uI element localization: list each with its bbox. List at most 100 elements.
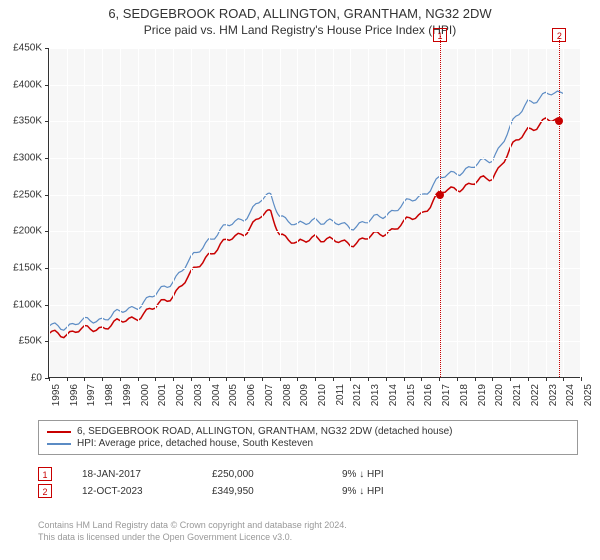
- y-tick-label: £200K: [13, 226, 42, 237]
- x-axis-labels: 1995199619971998199920002001200220032004…: [48, 380, 580, 420]
- x-tick-label: 2025: [583, 384, 594, 406]
- gridline-vertical: [546, 48, 547, 377]
- x-tick-label: 2014: [388, 384, 399, 406]
- y-tick-label: £450K: [13, 43, 42, 54]
- chart-title: 6, SEDGEBROOK ROAD, ALLINGTON, GRANTHAM,…: [0, 6, 600, 21]
- x-tick-label: 2016: [423, 384, 434, 406]
- x-tick-label: 2000: [140, 384, 151, 406]
- x-tick-label: 2019: [477, 384, 488, 406]
- title-block: 6, SEDGEBROOK ROAD, ALLINGTON, GRANTHAM,…: [0, 0, 600, 39]
- chart-plot-area: 12: [48, 48, 580, 378]
- gridline-vertical: [155, 48, 156, 377]
- x-tick-label: 1996: [69, 384, 80, 406]
- transaction-row: 1 18-JAN-2017£250,0009% ↓ HPI: [38, 467, 578, 481]
- gridline-vertical: [49, 48, 50, 377]
- gridline-vertical: [280, 48, 281, 377]
- y-tick-label: £250K: [13, 189, 42, 200]
- footer-line-1: Contains HM Land Registry data © Crown c…: [38, 520, 578, 532]
- x-tick-label: 2009: [299, 384, 310, 406]
- x-tick-label: 1997: [86, 384, 97, 406]
- y-tick-label: £350K: [13, 116, 42, 127]
- legend-box: 6, SEDGEBROOK ROAD, ALLINGTON, GRANTHAM,…: [38, 420, 578, 455]
- chart-container: 6, SEDGEBROOK ROAD, ALLINGTON, GRANTHAM,…: [0, 0, 600, 560]
- x-tick-label: 2021: [512, 384, 523, 406]
- gridline-vertical: [368, 48, 369, 377]
- transaction-price: £349,950: [212, 486, 342, 497]
- transaction-date: 12-OCT-2023: [82, 486, 212, 497]
- footer-line-2: This data is licensed under the Open Gov…: [38, 532, 578, 544]
- marker-label-box: 1: [433, 28, 447, 42]
- x-tick-label: 2011: [335, 384, 346, 406]
- marker-dot: [555, 117, 563, 125]
- y-tick-label: £0: [31, 373, 42, 384]
- gridline-vertical: [315, 48, 316, 377]
- x-tick-label: 2010: [317, 384, 328, 406]
- y-tick-label: £300K: [13, 153, 42, 164]
- legend-label: HPI: Average price, detached house, Sout…: [77, 438, 313, 449]
- legend-row: 6, SEDGEBROOK ROAD, ALLINGTON, GRANTHAM,…: [47, 426, 569, 437]
- marker-label-box: 2: [552, 28, 566, 42]
- x-tick-label: 2018: [459, 384, 470, 406]
- gridline-vertical: [510, 48, 511, 377]
- x-tick-label: 2005: [228, 384, 239, 406]
- transaction-table: 1 18-JAN-2017£250,0009% ↓ HPI 2 12-OCT-2023…: [38, 464, 578, 501]
- x-tick-label: 2003: [193, 384, 204, 406]
- gridline-vertical: [581, 48, 582, 377]
- x-tick-label: 1998: [104, 384, 115, 406]
- x-tick-label: 2002: [175, 384, 186, 406]
- legend-swatch: [47, 443, 71, 445]
- gridline-vertical: [67, 48, 68, 377]
- x-tick-label: 1999: [122, 384, 133, 406]
- marker-dot: [436, 191, 444, 199]
- transaction-delta: 9% ↓ HPI: [342, 469, 472, 480]
- x-tick-label: 2024: [565, 384, 576, 406]
- x-tick-label: 2006: [246, 384, 257, 406]
- x-tick-label: 2013: [370, 384, 381, 406]
- gridline-vertical: [350, 48, 351, 377]
- legend-swatch: [47, 431, 71, 433]
- x-tick-label: 2020: [494, 384, 505, 406]
- gridline-vertical: [102, 48, 103, 377]
- transaction-id-box: 1: [38, 467, 52, 481]
- gridline-vertical: [191, 48, 192, 377]
- x-tick-label: 2023: [548, 384, 559, 406]
- gridline-vertical: [209, 48, 210, 377]
- gridline-vertical: [297, 48, 298, 377]
- x-tick-label: 2017: [441, 384, 452, 406]
- gridline-vertical: [492, 48, 493, 377]
- y-tick-label: £150K: [13, 263, 42, 274]
- gridline-vertical: [333, 48, 334, 377]
- x-tick-label: 2004: [211, 384, 222, 406]
- marker-vline: [440, 36, 441, 377]
- marker-vline: [559, 36, 560, 377]
- x-tick-label: 2007: [264, 384, 275, 406]
- gridline-vertical: [120, 48, 121, 377]
- y-axis-labels: £0£50K£100K£150K£200K£250K£300K£350K£400…: [0, 48, 46, 378]
- gridline-vertical: [226, 48, 227, 377]
- gridline-vertical: [386, 48, 387, 377]
- x-tick-label: 2022: [530, 384, 541, 406]
- x-tick-label: 2015: [406, 384, 417, 406]
- x-tick-label: 2008: [282, 384, 293, 406]
- x-tick-label: 2001: [157, 384, 168, 406]
- transaction-date: 18-JAN-2017: [82, 469, 212, 480]
- gridline-vertical: [404, 48, 405, 377]
- transaction-delta: 9% ↓ HPI: [342, 486, 472, 497]
- legend-row: HPI: Average price, detached house, Sout…: [47, 438, 569, 449]
- gridline-vertical: [475, 48, 476, 377]
- transaction-price: £250,000: [212, 469, 342, 480]
- gridline-vertical: [138, 48, 139, 377]
- gridline-vertical: [457, 48, 458, 377]
- series-line: [49, 91, 563, 330]
- transaction-id-box: 2: [38, 484, 52, 498]
- y-tick-label: £50K: [19, 336, 42, 347]
- gridline-vertical: [421, 48, 422, 377]
- gridline-vertical: [563, 48, 564, 377]
- footer-attribution: Contains HM Land Registry data © Crown c…: [38, 520, 578, 543]
- x-tick-label: 2012: [352, 384, 363, 406]
- y-tick-label: £400K: [13, 79, 42, 90]
- gridline-vertical: [244, 48, 245, 377]
- legend-label: 6, SEDGEBROOK ROAD, ALLINGTON, GRANTHAM,…: [77, 426, 453, 437]
- tick-x: [581, 377, 582, 381]
- chart-subtitle: Price paid vs. HM Land Registry's House …: [0, 23, 600, 37]
